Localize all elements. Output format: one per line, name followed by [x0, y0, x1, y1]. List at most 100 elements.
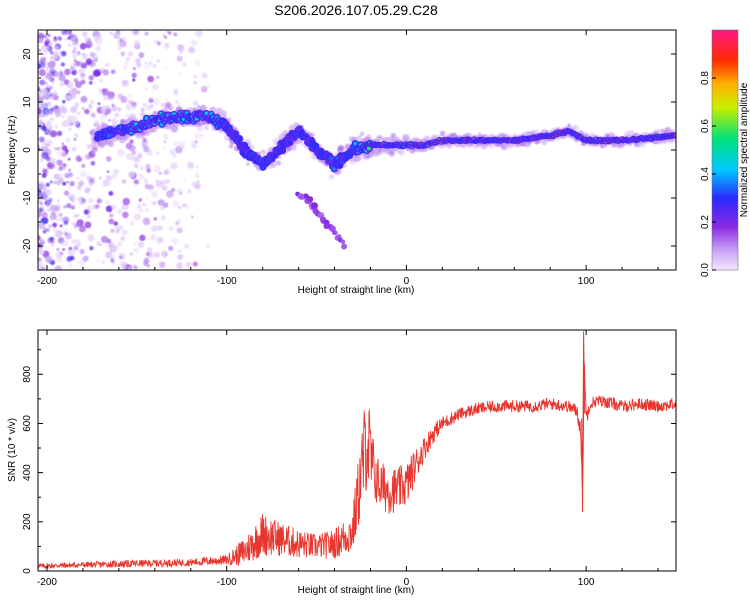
colorbar-cell [712, 58, 738, 61]
colorbar-cell [712, 86, 738, 89]
colorbar-cell [712, 166, 738, 169]
noise-blob [187, 189, 192, 194]
noise-blob [80, 95, 88, 103]
noise-blob [68, 186, 72, 190]
colorbar-cell [712, 220, 738, 223]
colorbar-cell [712, 260, 738, 263]
noise-blob [90, 99, 95, 105]
noise-blob [76, 227, 79, 231]
noise-blob [93, 163, 96, 166]
ridge-halo [390, 133, 397, 139]
noise-blob [110, 228, 115, 233]
noise-blob [76, 176, 80, 180]
spectrogram-xlabel: Height of straight line (km) [298, 285, 415, 296]
colorbar-cell [712, 252, 738, 255]
colorbar-tick-label: 0.6 [700, 119, 711, 133]
colorbar-cell [712, 202, 738, 205]
noise-blob [56, 248, 59, 251]
colorbar-cell [712, 144, 738, 147]
colorbar-cell [712, 232, 738, 235]
snr-ytick-label: 800 [22, 365, 33, 382]
noise-blob [38, 125, 41, 130]
colorbar-cell [712, 82, 738, 85]
noise-blob [49, 68, 56, 74]
colorbar-cell [712, 208, 738, 211]
noise-blob [68, 246, 73, 251]
noise-blob [133, 243, 137, 246]
noise-blob [145, 164, 151, 170]
noise-blob [158, 261, 166, 269]
noise-blob [97, 198, 103, 204]
ridge-halo [96, 124, 101, 128]
noise-blob [95, 203, 100, 209]
noise-blob [176, 262, 183, 270]
noise-blob [45, 182, 50, 187]
noise-blob [61, 239, 69, 247]
colorbar-cell [712, 214, 738, 217]
snr-xtick-label: -200 [37, 577, 57, 588]
noise-blob [38, 119, 44, 126]
noise-blob [65, 80, 69, 84]
noise-blob [44, 129, 50, 136]
noise-blob [78, 259, 86, 267]
noise-blob [38, 198, 42, 203]
noise-blob [133, 163, 139, 168]
noise-blob [64, 190, 70, 196]
noise-blob [86, 44, 91, 49]
noise-blob [86, 207, 90, 211]
noise-blob [106, 170, 110, 173]
ridge-halo [300, 142, 305, 146]
ridge-halo [567, 123, 571, 127]
noise-blob [156, 236, 164, 244]
spectrogram-xtick-label: -100 [217, 276, 237, 287]
colorbar-cell [712, 168, 738, 171]
noise-blob [73, 133, 79, 139]
noise-blob [143, 178, 149, 184]
colorbar-gradient [712, 30, 738, 271]
noise-blob [54, 147, 57, 151]
noise-blob [44, 38, 51, 45]
noise-blob [143, 260, 149, 267]
colorbar-cell [712, 94, 738, 97]
colorbar-cell [712, 122, 738, 125]
noise-blob [125, 103, 133, 111]
ridge-halo [168, 106, 173, 111]
spectrogram-ytick-label: 0 [22, 147, 33, 153]
noise-blob [107, 118, 111, 122]
noise-blob [75, 156, 82, 162]
noise-blob [128, 171, 135, 178]
colorbar-cell [712, 212, 738, 215]
noise-blob [118, 255, 123, 260]
noise-blob [65, 94, 72, 102]
noise-blob [67, 90, 73, 95]
colorbar-cell [712, 248, 738, 251]
noise-blob [92, 150, 96, 154]
noise-blob [201, 72, 208, 79]
colorbar-cell [712, 178, 738, 181]
noise-blob [116, 208, 123, 215]
noise-blob [85, 58, 93, 65]
noise-blob [152, 63, 157, 68]
branch-cell [307, 196, 314, 203]
spectrogram-xtick-label: -200 [37, 276, 57, 287]
noise-blob [101, 88, 107, 94]
colorbar: 0.0 0.2 0.4 0.6 0.8 Normalized spectral ampl… [700, 29, 750, 277]
noise-blob [76, 185, 82, 190]
noise-blob [133, 213, 141, 221]
noise-blob [42, 146, 49, 153]
noise-blob [121, 229, 128, 236]
noise-blob [151, 190, 159, 198]
noise-blob [105, 156, 112, 162]
noise-blob [68, 123, 72, 127]
colorbar-cell [712, 264, 738, 267]
noise-blob [73, 213, 79, 219]
noise-blob [77, 213, 80, 217]
colorbar-cell [712, 120, 738, 123]
noise-blob [41, 217, 49, 225]
noise-blob [117, 240, 123, 247]
noise-blob [178, 72, 182, 75]
noise-blob [61, 145, 68, 152]
noise-blob [149, 104, 154, 109]
colorbar-cell [712, 136, 738, 139]
